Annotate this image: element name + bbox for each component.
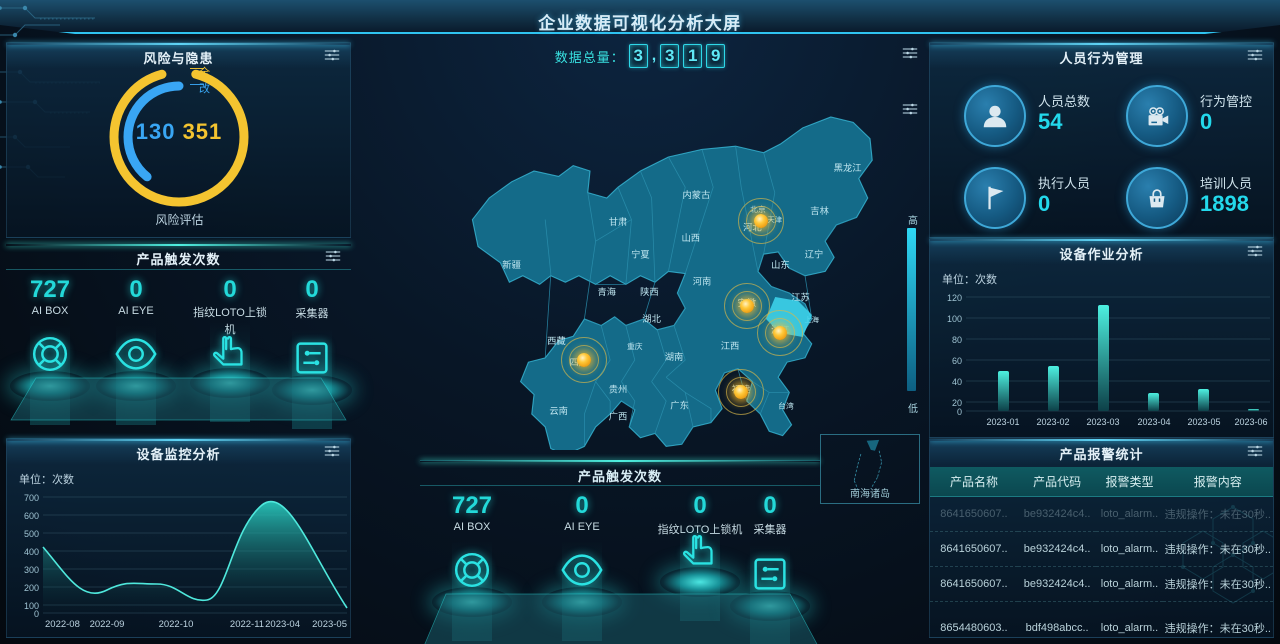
svg-text:2023-04: 2023-04 — [265, 619, 300, 630]
svg-text:2022-10: 2022-10 — [159, 619, 194, 630]
svg-text:2023-04: 2023-04 — [1137, 417, 1170, 427]
svg-text:江西: 江西 — [721, 341, 740, 351]
svg-text:2023-05: 2023-05 — [312, 619, 347, 630]
svg-text:2023-01: 2023-01 — [986, 417, 1019, 427]
svg-text:贵州: 贵州 — [609, 384, 628, 395]
svg-text:黑龙江: 黑龙江 — [834, 162, 862, 173]
svg-text:云南: 云南 — [549, 405, 568, 416]
svg-text:新疆: 新疆 — [502, 259, 521, 270]
svg-text:40: 40 — [952, 377, 962, 387]
svg-text:广西: 广西 — [609, 411, 628, 422]
svg-text:西藏: 西藏 — [547, 335, 566, 346]
svg-text:重庆: 重庆 — [627, 341, 643, 351]
svg-text:辽宁: 辽宁 — [805, 249, 824, 260]
svg-text:湖北: 湖北 — [642, 314, 661, 324]
svg-text:2023-02: 2023-02 — [1036, 417, 1069, 427]
svg-text:80: 80 — [952, 335, 962, 345]
svg-text:200: 200 — [24, 583, 39, 593]
svg-text:2023-03: 2023-03 — [1086, 417, 1119, 427]
svg-text:青海: 青海 — [598, 286, 617, 297]
svg-text:台湾: 台湾 — [778, 401, 794, 411]
svg-text:500: 500 — [24, 529, 39, 539]
svg-text:河南: 河南 — [693, 276, 712, 287]
svg-text:600: 600 — [24, 511, 39, 521]
svg-text:湖南: 湖南 — [665, 351, 684, 362]
svg-text:内蒙古: 内蒙古 — [682, 189, 710, 200]
svg-text:2022-09: 2022-09 — [90, 619, 125, 630]
svg-text:100: 100 — [947, 314, 962, 324]
svg-text:120: 120 — [947, 293, 962, 303]
svg-text:2022-08: 2022-08 — [45, 619, 80, 630]
svg-text:700: 700 — [24, 493, 39, 503]
svg-text:2023-06: 2023-06 — [1234, 417, 1267, 427]
svg-text:山东: 山东 — [771, 259, 790, 270]
svg-text:广东: 广东 — [670, 400, 689, 411]
svg-text:0: 0 — [34, 609, 39, 619]
svg-text:400: 400 — [24, 547, 39, 557]
svg-text:60: 60 — [952, 356, 962, 366]
svg-text:宁夏: 宁夏 — [631, 249, 650, 260]
svg-text:2023-05: 2023-05 — [1187, 417, 1220, 427]
svg-text:吉林: 吉林 — [810, 205, 829, 216]
svg-text:300: 300 — [24, 565, 39, 575]
svg-text:0: 0 — [957, 407, 962, 417]
svg-text:甘肃: 甘肃 — [609, 216, 628, 227]
svg-text:陕西: 陕西 — [640, 286, 659, 297]
svg-text:2022-11: 2022-11 — [230, 619, 264, 630]
svg-text:山西: 山西 — [682, 233, 701, 243]
